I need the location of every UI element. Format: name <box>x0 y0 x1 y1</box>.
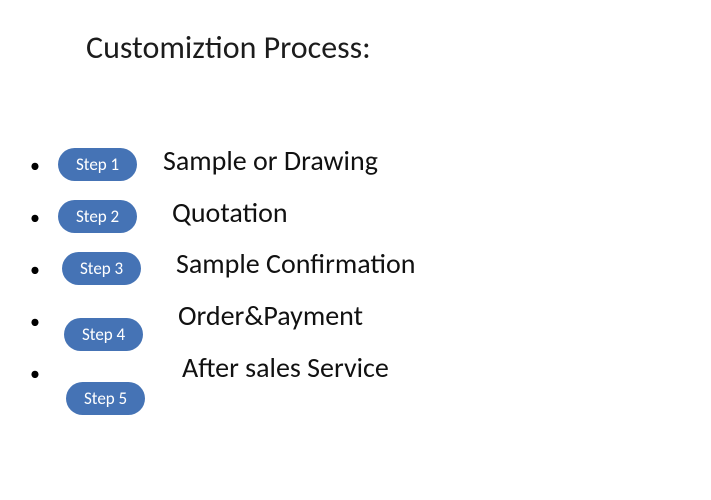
bullet-icon: • <box>30 362 40 386</box>
step-description: After sales Service <box>182 350 389 385</box>
step-badge: Step 1 <box>58 148 137 181</box>
step-badge: Step 3 <box>62 252 141 285</box>
bullet-icon: • <box>30 310 40 334</box>
step-description: Sample Confirmation <box>176 246 415 281</box>
step-description: Sample or Drawing <box>163 143 378 178</box>
bullet-icon: • <box>30 154 40 178</box>
bullet-icon: • <box>30 206 40 230</box>
step-badge: Step 4 <box>64 318 143 351</box>
step-description: Quotation <box>172 195 288 230</box>
bullet-icon: • <box>30 258 40 282</box>
step-badge: Step 2 <box>58 200 137 233</box>
step-description: Order&Payment <box>178 298 363 333</box>
page-title: Customiztion Process: <box>86 28 371 67</box>
step-badge: Step 5 <box>66 382 145 415</box>
